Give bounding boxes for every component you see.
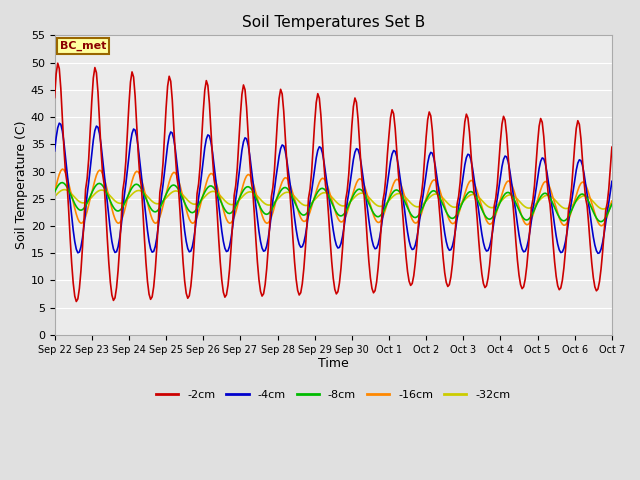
- -8cm: [370, 210, 378, 216]
- -4cm: [370, 243, 378, 249]
- -32cm: [370, 200, 378, 205]
- -8cm: [156, 205, 164, 211]
- -32cm: [68, 191, 76, 197]
- Title: Soil Temperatures Set B: Soil Temperatures Set B: [242, 15, 425, 30]
- -2cm: [72, 299, 80, 304]
- -4cm: [541, 161, 549, 167]
- -4cm: [388, 151, 396, 157]
- -32cm: [401, 193, 408, 199]
- -32cm: [541, 193, 549, 199]
- -16cm: [68, 192, 76, 198]
- -16cm: [370, 212, 378, 218]
- -16cm: [401, 193, 408, 199]
- -32cm: [156, 200, 164, 206]
- -4cm: [608, 179, 616, 184]
- Legend: -2cm, -4cm, -8cm, -16cm, -32cm: -2cm, -4cm, -8cm, -16cm, -32cm: [152, 385, 515, 404]
- -4cm: [68, 213, 76, 219]
- -2cm: [157, 179, 165, 185]
- -16cm: [156, 214, 164, 220]
- -32cm: [51, 194, 58, 200]
- -2cm: [51, 95, 58, 100]
- -8cm: [68, 194, 76, 200]
- -16cm: [388, 185, 396, 191]
- -2cm: [68, 260, 76, 266]
- -8cm: [401, 198, 408, 204]
- -2cm: [54, 60, 61, 66]
- -16cm: [51, 189, 58, 195]
- Line: -4cm: -4cm: [54, 123, 612, 253]
- Line: -32cm: -32cm: [54, 190, 612, 209]
- -4cm: [156, 209, 164, 215]
- -4cm: [594, 251, 602, 256]
- -32cm: [608, 200, 616, 206]
- -2cm: [390, 111, 397, 117]
- -8cm: [51, 189, 58, 195]
- -32cm: [599, 206, 607, 212]
- -16cm: [608, 198, 616, 204]
- -8cm: [58, 180, 66, 185]
- -8cm: [608, 202, 616, 207]
- X-axis label: Time: Time: [318, 358, 349, 371]
- -8cm: [541, 191, 549, 196]
- -16cm: [541, 179, 549, 184]
- -4cm: [51, 148, 58, 154]
- Text: BC_met: BC_met: [60, 41, 107, 51]
- -16cm: [597, 223, 605, 228]
- -4cm: [401, 206, 408, 212]
- -16cm: [58, 166, 66, 172]
- -32cm: [388, 194, 396, 200]
- -4cm: [56, 120, 63, 126]
- -8cm: [597, 219, 605, 225]
- -32cm: [60, 187, 68, 192]
- Y-axis label: Soil Temperature (C): Soil Temperature (C): [15, 121, 28, 250]
- Line: -16cm: -16cm: [54, 169, 612, 226]
- Line: -8cm: -8cm: [54, 182, 612, 222]
- -2cm: [543, 176, 550, 182]
- -2cm: [608, 144, 616, 150]
- Line: -2cm: -2cm: [54, 63, 612, 301]
- -8cm: [388, 191, 396, 196]
- -2cm: [402, 254, 410, 260]
- -2cm: [371, 288, 379, 294]
